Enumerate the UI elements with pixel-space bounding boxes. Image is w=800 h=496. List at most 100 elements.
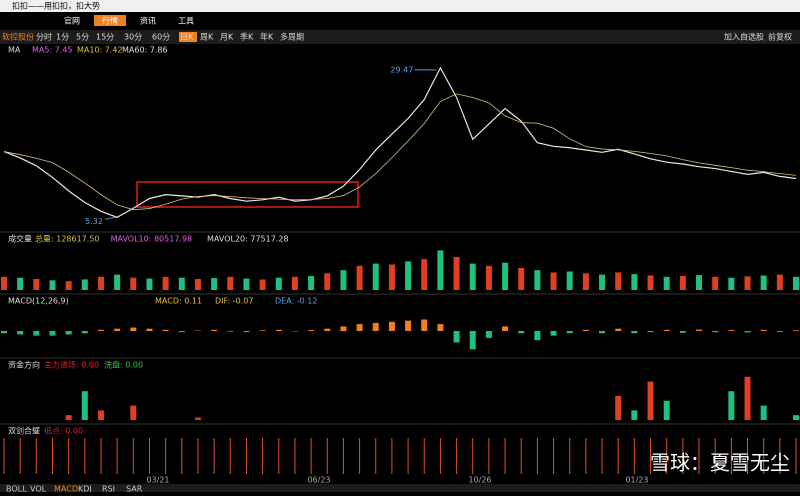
bar — [260, 330, 266, 331]
bar — [262, 438, 263, 474]
bar — [114, 329, 120, 331]
bar — [357, 324, 363, 331]
bar — [796, 438, 797, 474]
period[interactable]: 日K — [180, 33, 194, 42]
action-button[interactable]: 前复权 — [768, 32, 792, 42]
bar — [502, 326, 508, 331]
bar — [278, 438, 279, 474]
bar — [761, 330, 767, 331]
bar — [648, 275, 654, 290]
bar — [505, 438, 506, 474]
indicator-tab[interactable]: VOL — [30, 485, 47, 493]
bar — [66, 331, 72, 334]
panel-stat: 总量: 128617.50 — [35, 234, 100, 244]
bar — [33, 279, 39, 290]
indicator-tab[interactable]: MACD — [54, 485, 78, 493]
panel-title: 成交量 — [8, 234, 32, 244]
bar — [260, 279, 266, 290]
low-arrow — [105, 217, 115, 219]
bar — [712, 277, 718, 290]
bar — [146, 329, 152, 331]
period[interactable]: 15分 — [96, 33, 114, 42]
bar — [408, 438, 409, 474]
bar — [246, 438, 247, 474]
indicator-tab[interactable]: BOLL — [6, 485, 27, 493]
bar — [149, 438, 150, 474]
bar — [36, 438, 37, 474]
x-date: 10/26 — [468, 476, 491, 485]
bar — [146, 279, 152, 290]
period[interactable]: 季K — [240, 32, 254, 42]
panel-stat: DIF: -0.07 — [215, 297, 253, 306]
bar — [17, 331, 23, 334]
bar — [114, 275, 120, 290]
bar — [294, 438, 295, 474]
bar — [745, 331, 751, 332]
bar — [664, 277, 670, 290]
period[interactable]: 多周期 — [280, 32, 304, 42]
bar — [454, 331, 460, 343]
bar — [68, 438, 69, 474]
ma-title: MA — [8, 46, 21, 55]
bar — [276, 330, 282, 331]
bar — [424, 438, 425, 474]
bar — [437, 324, 443, 331]
bar — [761, 275, 767, 290]
bar — [181, 438, 182, 474]
bar — [243, 279, 249, 290]
bar — [405, 321, 411, 331]
toolbar — [0, 30, 800, 44]
bar — [163, 277, 169, 290]
panel-stat: 低点: 0.00 — [44, 426, 83, 436]
bar — [615, 329, 621, 331]
x-date: 03/21 — [146, 476, 169, 485]
bar — [84, 438, 85, 474]
period[interactable]: 周K — [200, 33, 214, 42]
ma-line — [4, 94, 796, 210]
nav-item[interactable]: 官网 — [64, 16, 80, 26]
bar — [340, 270, 346, 290]
indicator-tab[interactable]: RSI — [102, 485, 115, 493]
bar — [696, 275, 702, 290]
bar — [197, 438, 198, 474]
period[interactable]: 30分 — [124, 33, 142, 42]
period[interactable]: 年K — [260, 32, 274, 42]
bar — [680, 331, 686, 333]
bar — [534, 331, 540, 340]
period[interactable]: 月K — [220, 33, 234, 42]
period[interactable]: 1分 — [56, 33, 69, 42]
bar — [324, 329, 330, 331]
action-button[interactable]: 加入自选股 — [724, 32, 764, 42]
indicator-tab[interactable]: SAR — [126, 485, 143, 493]
bar — [98, 330, 104, 331]
ma-value: MA10: 7.42 — [77, 46, 123, 55]
bar — [615, 396, 621, 420]
bar — [631, 274, 637, 290]
bar — [133, 438, 134, 474]
bar — [311, 438, 312, 474]
nav-item[interactable]: 工具 — [178, 17, 194, 26]
panel-title: 双剑合璧 — [8, 426, 40, 436]
period[interactable]: 60分 — [152, 33, 170, 42]
bar — [163, 330, 169, 331]
period[interactable]: 5分 — [76, 33, 89, 42]
bar — [551, 272, 557, 290]
bar — [308, 276, 314, 290]
bar — [793, 330, 799, 331]
bar — [551, 331, 557, 336]
indicator-tab[interactable]: KDJ — [78, 485, 92, 493]
period[interactable]: 分时 — [36, 32, 52, 42]
bar — [52, 438, 53, 474]
bar — [472, 438, 473, 474]
bar — [793, 415, 799, 420]
bar — [82, 279, 88, 290]
bar — [521, 438, 522, 474]
price-line — [4, 68, 796, 217]
bar — [712, 331, 718, 332]
panel-stat: MAVOL20: 77517.28 — [207, 235, 289, 244]
nav-item[interactable]: 资讯 — [140, 16, 156, 26]
bar — [179, 278, 185, 290]
bar — [648, 382, 654, 420]
nav-item[interactable]: 行情 — [102, 16, 118, 26]
